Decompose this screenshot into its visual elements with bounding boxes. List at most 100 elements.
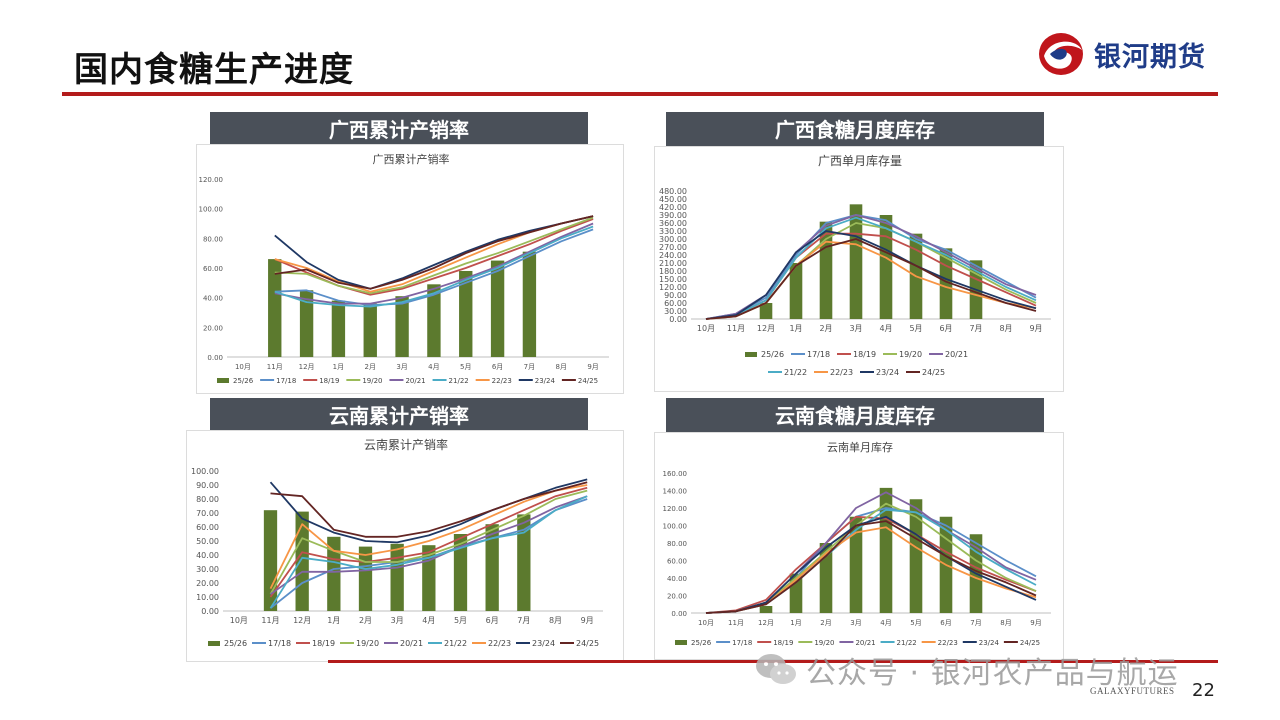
- y-tick-label: 50.00: [196, 537, 219, 546]
- y-tick-label: 120.00: [663, 505, 688, 513]
- chart-guangxi-stock: 广西单月库存量0.0030.0060.0090.00120.00150.0018…: [659, 153, 1051, 377]
- line-20-21: [274, 222, 594, 305]
- x-tick-label: 1月: [790, 619, 801, 627]
- y-tick-label: 100.00: [663, 523, 688, 531]
- x-tick-label: 10月: [697, 324, 715, 333]
- legend-label: 21/22: [449, 377, 469, 385]
- legend-label: 19/20: [899, 350, 922, 359]
- page-number: 22: [1192, 680, 1215, 701]
- line-18-19: [269, 486, 588, 598]
- x-tick-label: 11月: [727, 324, 745, 333]
- legend-label: 18/19: [319, 377, 339, 385]
- legend-label: 18/19: [773, 639, 793, 647]
- x-tick-label: 4月: [428, 363, 439, 371]
- x-tick-label: 2月: [820, 619, 831, 627]
- legend-label: 23/24: [535, 377, 556, 385]
- bar-25-26: [395, 296, 409, 357]
- y-tick-label: 20.00: [196, 579, 219, 588]
- y-tick-label: 80.00: [203, 235, 223, 243]
- legend-label: 25/26: [691, 639, 712, 647]
- x-tick-label: 12月: [299, 363, 315, 371]
- line-20-21: [705, 491, 1037, 614]
- legend-label: 20/21: [400, 639, 423, 648]
- x-tick-label: 10月: [235, 363, 251, 371]
- x-tick-label: 8月: [1000, 619, 1011, 627]
- x-tick-label: 7月: [524, 363, 535, 371]
- banner-yunnan-ratio: 云南累计产销率: [210, 398, 588, 434]
- x-tick-label: 1月: [327, 616, 340, 625]
- x-tick-label: 3月: [391, 616, 404, 625]
- line-24-25: [274, 215, 594, 290]
- x-tick-label: 5月: [454, 616, 467, 625]
- legend-label: 23/24: [876, 368, 899, 377]
- line-21-22: [705, 508, 1037, 614]
- legend-label: 24/25: [576, 639, 599, 648]
- legend-label: 20/21: [405, 377, 425, 385]
- x-tick-label: 7月: [517, 616, 530, 625]
- y-tick-label: 120.00: [199, 176, 224, 184]
- chart-title: 广西累计产销率: [373, 152, 450, 166]
- line-22-23: [705, 526, 1037, 614]
- bar-25-26: [327, 536, 341, 611]
- chart-title: 广西单月库存量: [818, 153, 902, 168]
- x-tick-label: 12月: [757, 324, 775, 333]
- bar-25-26: [459, 270, 473, 357]
- line-17-18: [705, 214, 1037, 320]
- logo: 银河期货: [1036, 30, 1206, 78]
- x-tick-label: 3月: [850, 619, 861, 627]
- y-tick-label: 0.00: [201, 607, 219, 616]
- line-19-20: [274, 216, 594, 295]
- x-tick-label: 2月: [819, 324, 832, 333]
- line-24-25: [705, 238, 1037, 320]
- y-tick-label: 120.00: [659, 283, 687, 292]
- bar-25-26: [849, 516, 863, 613]
- bar-25-26: [427, 284, 441, 357]
- y-tick-label: 300.00: [659, 235, 687, 244]
- y-tick-label: 420.00: [659, 203, 687, 212]
- legend-label: 19/20: [356, 639, 379, 648]
- x-tick-label: 10月: [230, 616, 248, 625]
- watermark-text: 公众号 · 银河农产品与航运: [806, 656, 1179, 691]
- y-tick-label: 450.00: [659, 195, 687, 204]
- y-tick-label: 60.00: [667, 558, 687, 566]
- x-tick-label: 9月: [1030, 619, 1041, 627]
- banner-guangxi-ratio: 广西累计产销率: [210, 112, 588, 148]
- y-tick-label: 480.00: [659, 187, 687, 196]
- y-tick-label: 360.00: [659, 219, 687, 228]
- line-24-25: [270, 481, 588, 538]
- line-22-23: [269, 484, 588, 589]
- legend-label: 17/18: [276, 377, 296, 385]
- chart-yunnan-stock: 云南单月库存 0.00 20.00 40.00 60.00 80.00 100.00 120.…: [663, 440, 1051, 647]
- x-tick-label: 8月: [999, 324, 1012, 333]
- galaxy-logo-icon: [1039, 33, 1083, 75]
- chart-title: 云南累计产销率: [364, 437, 448, 452]
- banner-yunnan-stock: 云南食糖月度库存: [666, 398, 1044, 434]
- legend-label: 24/25: [1020, 639, 1040, 647]
- chart-panel-yunnan-stock: 云南单月库存 0.00 20.00 40.00 60.00 80.00 100.00 120.…: [654, 432, 1064, 660]
- line-17-18: [274, 228, 594, 306]
- y-tick-label: 30.00: [664, 307, 687, 316]
- bar-25-26: [789, 263, 803, 319]
- legend-label: 18/19: [853, 350, 876, 359]
- x-tick-label: 6月: [492, 363, 503, 371]
- bar-25-26: [879, 215, 893, 319]
- legend-label: 22/23: [938, 639, 958, 647]
- legend-label: 17/18: [807, 350, 830, 359]
- legend-label: 19/20: [814, 639, 834, 647]
- y-tick-label: 10.00: [196, 593, 219, 602]
- y-tick-label: 40.00: [203, 295, 223, 303]
- x-tick-label: 9月: [587, 363, 598, 371]
- x-tick-label: 6月: [939, 324, 952, 333]
- y-tick-label: 160.00: [663, 470, 688, 478]
- legend-label: 22/23: [488, 639, 511, 648]
- y-tick-label: 150.00: [659, 275, 687, 284]
- legend-label: 19/20: [362, 377, 382, 385]
- legend-swatch: [745, 352, 757, 357]
- y-tick-label: 60.00: [196, 523, 219, 532]
- legend-label: 20/21: [855, 639, 875, 647]
- x-tick-label: 7月: [970, 619, 981, 627]
- y-tick-label: 80.00: [196, 495, 219, 504]
- x-tick-label: 5月: [460, 363, 471, 371]
- bar-25-26: [522, 251, 537, 357]
- bar-25-26: [849, 204, 863, 319]
